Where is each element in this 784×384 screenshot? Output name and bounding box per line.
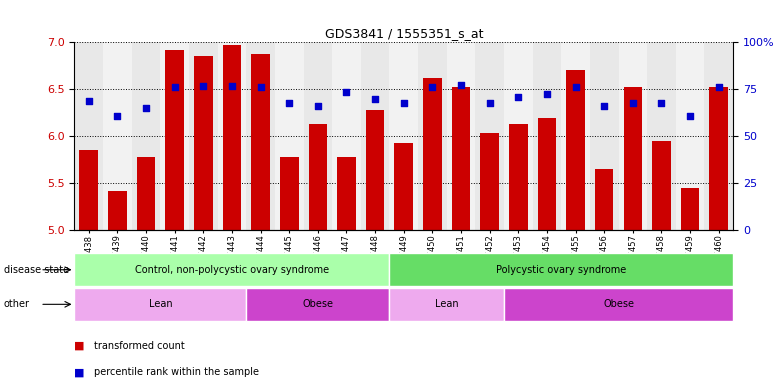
Bar: [79, 151, 98, 230]
Bar: [303, 42, 332, 230]
Point: [197, 83, 209, 89]
Bar: [252, 53, 270, 230]
Point: [82, 98, 95, 104]
Bar: [361, 42, 390, 230]
Bar: [366, 110, 384, 230]
Bar: [280, 157, 299, 230]
Bar: [275, 42, 303, 230]
Bar: [337, 157, 356, 230]
Bar: [538, 118, 556, 230]
Bar: [623, 88, 642, 230]
Text: Lean: Lean: [435, 299, 459, 310]
Bar: [189, 42, 218, 230]
Bar: [332, 42, 361, 230]
Point: [598, 103, 611, 109]
Text: transformed count: transformed count: [94, 341, 185, 351]
Text: Lean: Lean: [148, 299, 172, 310]
Bar: [423, 78, 441, 230]
Bar: [390, 42, 418, 230]
Bar: [619, 42, 647, 230]
Point: [684, 113, 696, 119]
Bar: [309, 124, 327, 230]
Point: [626, 100, 639, 106]
Point: [340, 89, 353, 95]
Bar: [447, 42, 475, 230]
Bar: [390, 253, 733, 286]
Bar: [481, 134, 499, 230]
Bar: [394, 143, 413, 230]
Point: [226, 83, 238, 89]
Point: [569, 84, 582, 91]
Text: Obese: Obese: [603, 299, 634, 310]
Bar: [74, 253, 390, 286]
Bar: [504, 42, 532, 230]
Text: ■: ■: [74, 341, 89, 351]
Bar: [561, 42, 590, 230]
Point: [111, 113, 124, 119]
Bar: [161, 42, 189, 230]
Bar: [704, 42, 733, 230]
Bar: [676, 42, 704, 230]
Bar: [590, 42, 619, 230]
Bar: [532, 42, 561, 230]
Point: [368, 96, 381, 102]
Bar: [218, 42, 246, 230]
Bar: [710, 88, 728, 230]
Bar: [652, 141, 671, 230]
Point: [283, 100, 296, 106]
Text: percentile rank within the sample: percentile rank within the sample: [94, 367, 259, 377]
Bar: [74, 288, 246, 321]
Bar: [108, 191, 127, 230]
Point: [484, 100, 496, 106]
Bar: [452, 88, 470, 230]
Bar: [475, 42, 504, 230]
Bar: [681, 188, 699, 230]
Point: [455, 81, 467, 88]
Bar: [194, 56, 212, 230]
Bar: [246, 42, 275, 230]
Point: [426, 84, 439, 91]
Text: Obese: Obese: [303, 299, 333, 310]
Bar: [223, 45, 241, 230]
Point: [713, 84, 725, 91]
Bar: [246, 288, 390, 321]
Bar: [132, 42, 161, 230]
Text: Polycystic ovary syndrome: Polycystic ovary syndrome: [496, 265, 626, 275]
Point: [254, 84, 267, 91]
Bar: [103, 42, 132, 230]
Bar: [74, 42, 103, 230]
Point: [140, 105, 152, 111]
Bar: [566, 71, 585, 230]
Bar: [165, 50, 184, 230]
Text: other: other: [4, 299, 30, 310]
Point: [655, 100, 668, 106]
Bar: [136, 157, 155, 230]
Bar: [504, 288, 733, 321]
Text: disease state: disease state: [4, 265, 69, 275]
Text: Control, non-polycystic ovary syndrome: Control, non-polycystic ovary syndrome: [135, 265, 329, 275]
Text: GDS3841 / 1555351_s_at: GDS3841 / 1555351_s_at: [325, 27, 483, 40]
Point: [397, 100, 410, 106]
Text: ■: ■: [74, 367, 89, 377]
Point: [512, 94, 524, 100]
Point: [541, 91, 554, 97]
Bar: [418, 42, 447, 230]
Bar: [390, 288, 504, 321]
Bar: [647, 42, 676, 230]
Point: [311, 103, 324, 109]
Point: [169, 84, 181, 91]
Bar: [595, 169, 614, 230]
Bar: [509, 124, 528, 230]
